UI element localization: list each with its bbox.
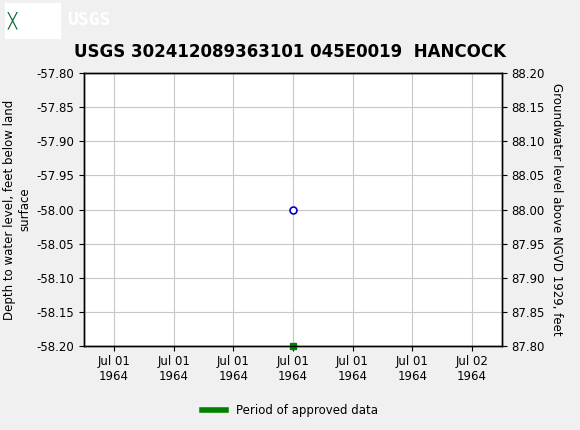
Y-axis label: Depth to water level, feet below land
surface: Depth to water level, feet below land su… <box>3 99 31 320</box>
Bar <box>5 3 60 37</box>
Text: USGS 302412089363101 045E0019  HANCOCK: USGS 302412089363101 045E0019 HANCOCK <box>74 43 506 61</box>
Text: ╳: ╳ <box>8 12 17 29</box>
Legend: Period of approved data: Period of approved data <box>198 399 382 422</box>
Y-axis label: Groundwater level above NGVD 1929, feet: Groundwater level above NGVD 1929, feet <box>550 83 564 336</box>
Text: USGS: USGS <box>67 12 110 29</box>
